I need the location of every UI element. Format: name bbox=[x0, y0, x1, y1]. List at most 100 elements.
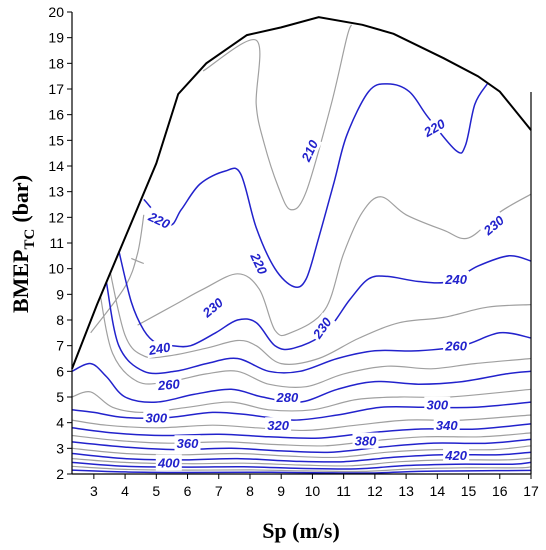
contour-label-background bbox=[433, 417, 460, 434]
contour-line-500 bbox=[72, 469, 531, 474]
contour-label-380: 380 bbox=[355, 434, 377, 449]
contour-label-group: 360 bbox=[174, 435, 201, 452]
contour-label-group: 280 bbox=[274, 389, 301, 405]
contour-label-background bbox=[274, 389, 301, 405]
contour-line-380 bbox=[72, 438, 531, 454]
contour-label-230: 230 bbox=[309, 314, 335, 342]
x-tick-label: 10 bbox=[305, 483, 321, 499]
contour-label-group: 220 bbox=[144, 207, 175, 233]
y-tick-label: 12 bbox=[48, 209, 64, 225]
x-tick-label: 15 bbox=[461, 483, 477, 499]
contour-label-background bbox=[424, 396, 451, 413]
x-tick-label: 9 bbox=[277, 483, 285, 499]
y-tick-label: 18 bbox=[48, 55, 64, 71]
contour-label-300: 300 bbox=[145, 411, 167, 426]
y-tick-label: 20 bbox=[48, 4, 64, 20]
contour-label-360: 360 bbox=[177, 436, 199, 451]
x-tick-label: 13 bbox=[398, 483, 414, 499]
y-axis-title-unit: (bar) bbox=[8, 175, 33, 223]
contour-line-480 bbox=[72, 465, 531, 473]
contour-label-group: 400 bbox=[155, 454, 182, 471]
y-tick-label: 2 bbox=[56, 466, 64, 482]
x-tick-label: 12 bbox=[367, 483, 383, 499]
contour-lines bbox=[72, 24, 531, 474]
envelope-boundary-line bbox=[71, 16, 532, 370]
contour-label-340: 340 bbox=[436, 418, 458, 433]
contour-line-270 bbox=[99, 294, 531, 388]
x-tick-label: 11 bbox=[336, 483, 351, 499]
contour-label-background bbox=[155, 375, 183, 394]
contour-label-230: 230 bbox=[480, 212, 508, 239]
x-axis-title: Sp (m/s) bbox=[262, 518, 340, 543]
x-tick-label: 6 bbox=[184, 483, 192, 499]
boundary-layer bbox=[71, 16, 532, 370]
x-tick-label: 8 bbox=[246, 483, 254, 499]
y-tick-label: 8 bbox=[56, 312, 64, 328]
contour-label-background bbox=[443, 270, 470, 287]
contour-labels: 2102202202202302302302402402602602803003… bbox=[143, 114, 509, 471]
contour-label-260: 260 bbox=[156, 376, 181, 393]
contour-label-group: 240 bbox=[443, 270, 470, 287]
contour-line-280 bbox=[72, 362, 531, 404]
y-tick-label: 14 bbox=[48, 158, 64, 174]
contour-line-250 bbox=[108, 268, 531, 365]
contour-label-230: 230 bbox=[199, 294, 227, 321]
contour-label-300: 300 bbox=[426, 398, 448, 413]
x-tick-label: 17 bbox=[523, 483, 539, 499]
y-tick-label: 15 bbox=[48, 132, 64, 148]
contour-line-230 bbox=[131, 257, 145, 265]
contour-label-group: 230 bbox=[197, 292, 228, 322]
y-tick-label: 11 bbox=[49, 235, 64, 251]
x-tick-label: 3 bbox=[90, 483, 98, 499]
y-tick-label: 16 bbox=[48, 107, 64, 123]
y-tick-label: 9 bbox=[56, 286, 64, 302]
contour-label-group: 220 bbox=[418, 114, 450, 141]
contour-label-group: 230 bbox=[478, 210, 509, 240]
axes: 3 4 5 6 7 8 9 10 11 12 13 14 15 16 17 2 3 4 5 6 7 8 9 10 11 12 13 1… bbox=[48, 4, 539, 499]
contour-label-group: 300 bbox=[424, 396, 451, 413]
contour-label-group: 380 bbox=[352, 432, 379, 449]
x-tick-label: 16 bbox=[492, 483, 508, 499]
contour-label-group: 320 bbox=[265, 417, 292, 434]
y-tick-label: 10 bbox=[48, 261, 64, 277]
contour-label-group: 300 bbox=[143, 409, 170, 426]
contour-label-group: 260 bbox=[155, 375, 183, 394]
y-axis-title-subscript: TC bbox=[22, 229, 38, 250]
contour-line-360 bbox=[72, 432, 531, 447]
contour-label-260: 260 bbox=[444, 339, 467, 354]
y-tick-label: 4 bbox=[56, 415, 64, 431]
y-axis-title-main: BMEP bbox=[8, 249, 33, 313]
contour-label-420: 420 bbox=[444, 448, 467, 463]
y-tick-label: 3 bbox=[56, 440, 64, 456]
contour-label-background bbox=[352, 432, 379, 449]
contour-label-background bbox=[418, 114, 450, 141]
contour-label-group: 220 bbox=[246, 248, 273, 279]
contour-line-340 bbox=[72, 423, 531, 439]
contour-line-420 bbox=[72, 451, 531, 463]
contour-label-background bbox=[145, 338, 174, 359]
contour-label-background bbox=[144, 207, 175, 233]
contour-line-230 bbox=[90, 214, 145, 334]
contour-label-background bbox=[296, 135, 323, 166]
contour-label-background bbox=[246, 248, 273, 279]
contour-label-group: 260 bbox=[443, 337, 470, 354]
y-tick-label: 7 bbox=[56, 338, 64, 354]
contour-label-background bbox=[265, 417, 292, 434]
contour-label-400: 400 bbox=[157, 455, 180, 470]
x-tick-label: 5 bbox=[152, 483, 160, 499]
contour-label-280: 280 bbox=[276, 390, 299, 405]
x-tick-label: 7 bbox=[215, 483, 223, 499]
y-tick-label: 6 bbox=[56, 363, 64, 379]
x-tick-label: 4 bbox=[121, 483, 129, 499]
contour-label-group: 240 bbox=[145, 338, 174, 359]
contour-label-background bbox=[155, 454, 182, 471]
contour-line-320 bbox=[72, 414, 531, 432]
contour-label-background bbox=[174, 435, 201, 452]
contour-line-210 bbox=[202, 24, 353, 211]
y-tick-label: 5 bbox=[56, 389, 64, 405]
contour-label-240: 240 bbox=[147, 339, 173, 358]
contour-label-background bbox=[307, 312, 336, 343]
y-tick-label: 19 bbox=[48, 30, 64, 46]
